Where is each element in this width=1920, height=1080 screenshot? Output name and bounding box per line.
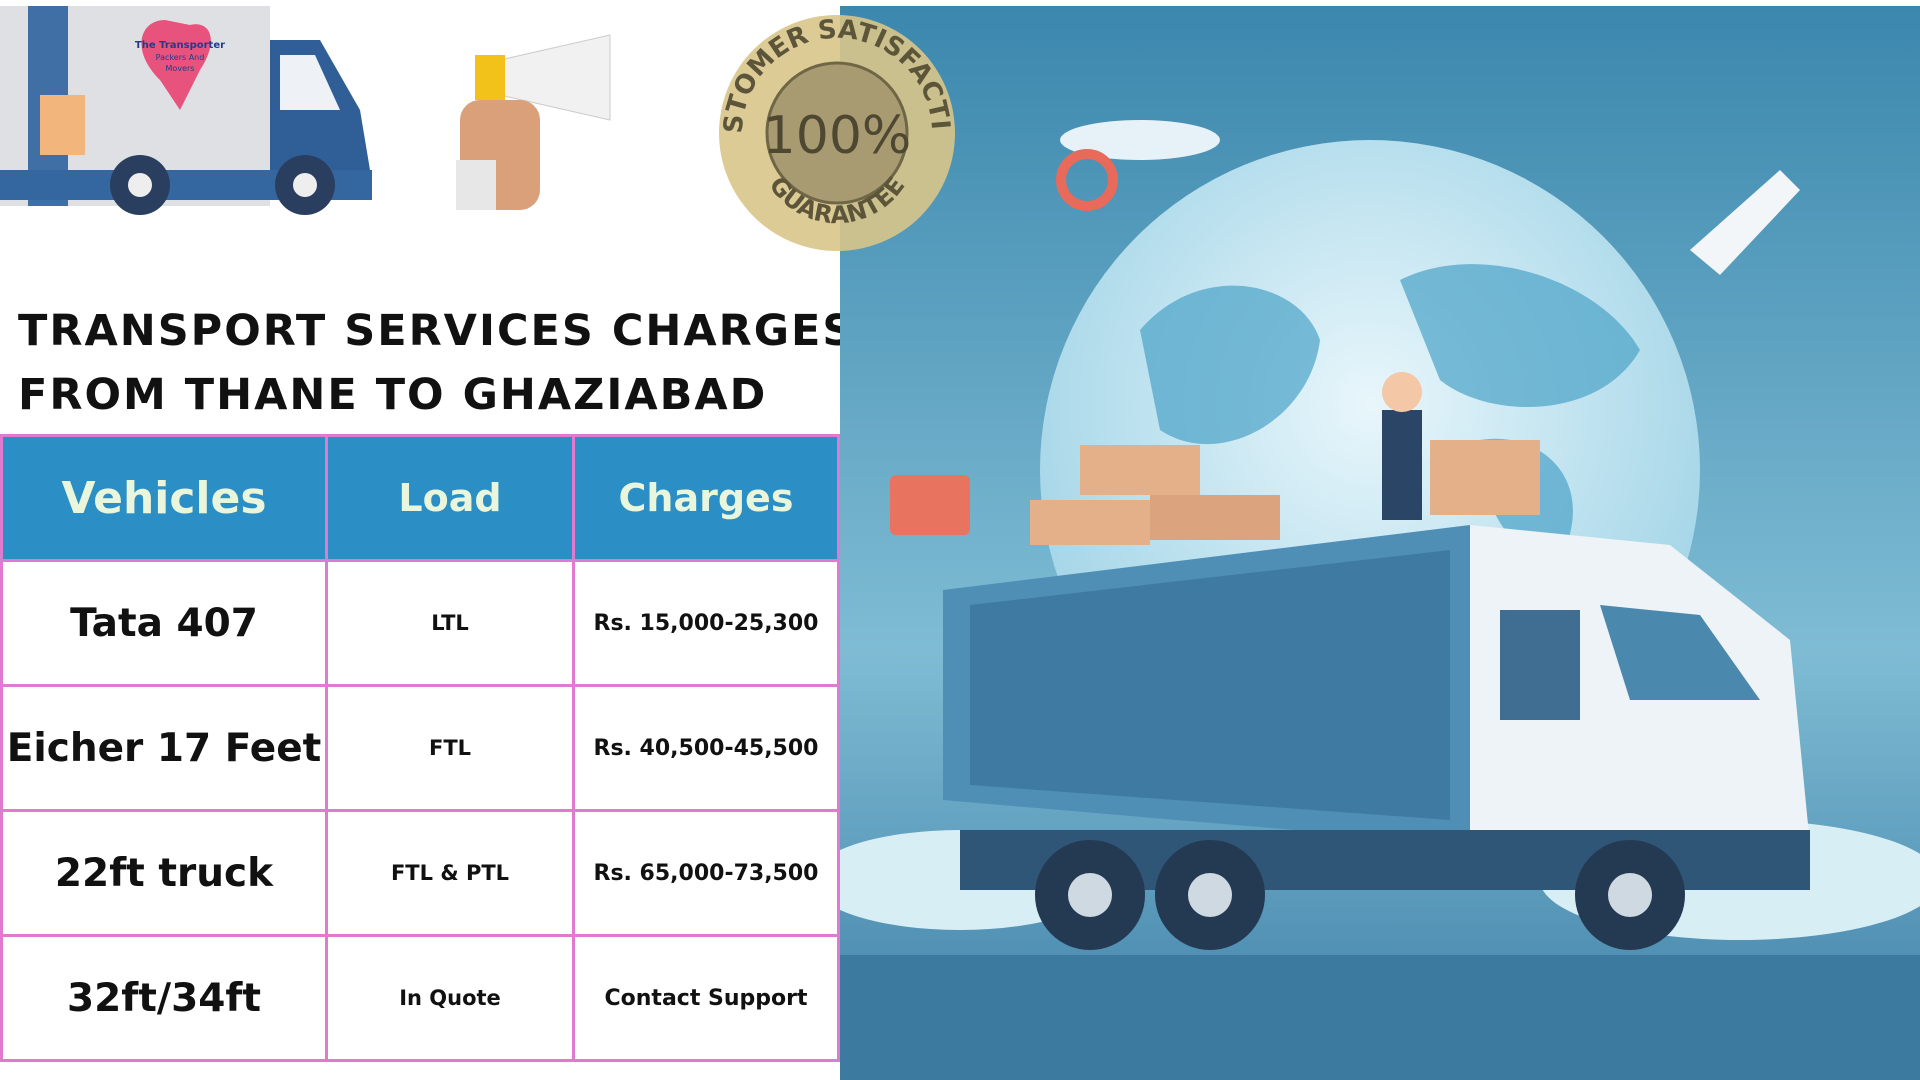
hub xyxy=(1068,873,1112,917)
header-cell: Load xyxy=(325,434,575,562)
table-cell: Rs. 65,000-73,500 xyxy=(572,809,840,937)
title-line: TRANSPORT SERVICES CHARGES xyxy=(18,306,856,356)
table-cell: LTL xyxy=(325,559,575,687)
cab-window xyxy=(1500,610,1580,720)
badge-inner xyxy=(765,61,909,205)
box xyxy=(1030,500,1150,545)
rocket xyxy=(1690,170,1800,275)
table-body: Tata 407 LTL Rs. 15,000-25,300 Eicher 17 Fe… xyxy=(0,559,840,1062)
person xyxy=(1382,410,1422,520)
box xyxy=(1150,495,1280,540)
sleeve xyxy=(456,160,496,210)
table-cell: Tata 407 xyxy=(0,559,328,687)
table-cell: FTL xyxy=(325,684,575,812)
box xyxy=(40,95,85,155)
hub xyxy=(128,173,152,197)
table-row: Tata 407 LTL Rs. 15,000-25,300 xyxy=(0,559,840,687)
top-art: The Transporter Packers And Movers xyxy=(0,6,611,215)
hub xyxy=(1188,873,1232,917)
logo-text: The Transporter xyxy=(135,40,225,51)
satisfaction-badge: CUSTOMER SATISFACTION GUARANTEE 100% xyxy=(712,8,955,251)
header-row: Vehicles Load Charges xyxy=(0,434,840,562)
road xyxy=(840,955,1920,1080)
table-cell: Rs. 40,500-45,500 xyxy=(572,684,840,812)
hub xyxy=(293,173,317,197)
charges-table: Vehicles Load Charges Tata 407 LTL Rs. 15,… xyxy=(0,434,840,1062)
logo-heart xyxy=(141,20,211,110)
hub xyxy=(1608,873,1652,917)
table-cell: Rs. 15,000-25,300 xyxy=(572,559,840,687)
illustration xyxy=(840,6,1920,1080)
title-line: FROM THANE TO GHAZIABAD xyxy=(18,370,768,420)
header-cell: Charges xyxy=(572,434,840,562)
box xyxy=(1080,445,1200,495)
logo-text: Packers And xyxy=(156,53,205,62)
windshield xyxy=(1600,605,1760,700)
container-panel xyxy=(970,550,1450,820)
cloud xyxy=(1060,120,1220,160)
badge-center: 100% xyxy=(763,106,912,166)
left-panel: The Transporter Packers And Movers TRANS… xyxy=(0,0,853,1080)
table-row: Eicher 17 Feet FTL Rs. 40,500-45,500 xyxy=(0,684,840,812)
megaphone-back xyxy=(475,55,505,100)
table-cell: Eicher 17 Feet xyxy=(0,684,328,812)
pin xyxy=(1056,149,1118,211)
truck-window xyxy=(280,55,340,110)
table-row: 22ft truck FTL & PTL Rs. 65,000-73,500 xyxy=(0,809,840,937)
table-cell: FTL & PTL xyxy=(325,809,575,937)
table-cell: In Quote xyxy=(325,934,575,1062)
briefcase xyxy=(890,475,970,535)
table-cell: Contact Support xyxy=(572,934,840,1062)
box xyxy=(1430,440,1540,515)
wheels xyxy=(1035,840,1685,950)
table-cell: 32ft/34ft xyxy=(0,934,328,1062)
table-row: 32ft/34ft In Quote Contact Support xyxy=(0,934,840,1062)
header-cell: Vehicles xyxy=(0,434,328,562)
person-head xyxy=(1382,372,1422,412)
logo-text: Movers xyxy=(166,64,195,73)
table-cell: 22ft truck xyxy=(0,809,328,937)
